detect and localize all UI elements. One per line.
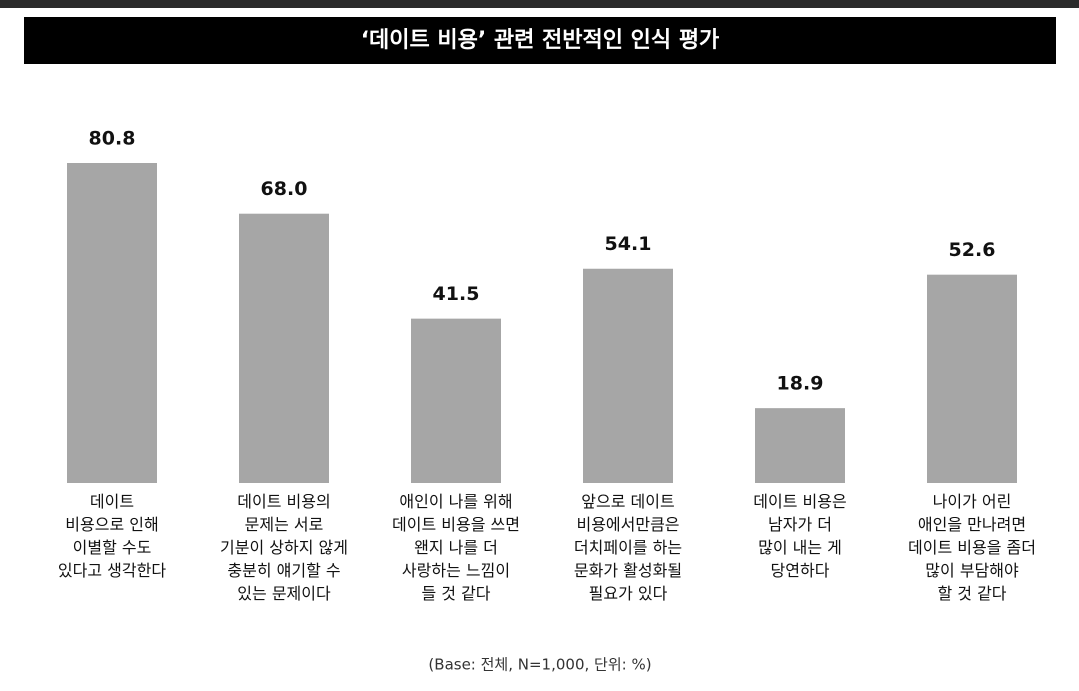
bar — [583, 268, 673, 483]
x-tick-label: 데이트 비용은 남자가 더 많이 내는 게 당연하다 — [753, 492, 846, 580]
x-tick-label: 애인이 나를 위해 데이트 비용을 쓰면 왠지 나를 더 사랑하는 느낌이 들 것 같다 — [392, 492, 520, 603]
x-tick-label: 데이트 비용의 문제는 서로 기분이 상하지 않게 충분히 얘기할 수 있는 문제이다 — [220, 492, 348, 603]
top-band — [0, 0, 1079, 8]
bar — [67, 163, 157, 483]
value-label: 52.6 — [949, 239, 996, 261]
value-label: 54.1 — [605, 233, 652, 255]
value-label: 41.5 — [433, 283, 480, 305]
x-tick-label: 데이트 비용으로 인해 이별할 수도 있다고 생각한다 — [58, 492, 166, 580]
bar — [239, 213, 329, 484]
footnote: (Base: 전체, N=1,000, 단위: %) — [428, 656, 651, 674]
title-bar — [24, 17, 1056, 64]
bar — [755, 408, 845, 483]
bar — [411, 318, 501, 483]
x-tick-label: 나이가 어린 애인을 만나려면 데이트 비용을 좀더 많이 부담해야 할 것 같다 — [908, 492, 1036, 603]
value-label: 80.8 — [89, 128, 136, 150]
value-label: 68.0 — [261, 178, 308, 200]
chart-title: ‘데이트 비용’ 관련 전반적인 인식 평가 — [361, 28, 720, 53]
bar — [927, 274, 1017, 483]
x-tick-label: 앞으로 데이트 비용에서만큼은 더치페이를 하는 문화가 활성화될 필요가 있다 — [574, 492, 682, 603]
value-label: 18.9 — [777, 373, 824, 395]
